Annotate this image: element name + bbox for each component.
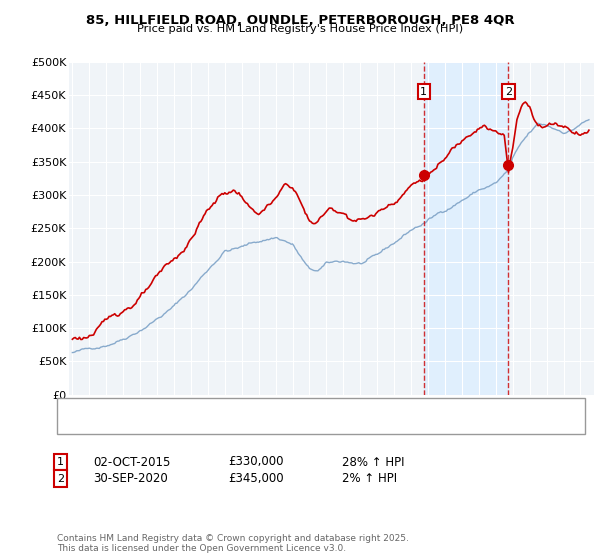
Text: 30-SEP-2020: 30-SEP-2020 — [93, 472, 168, 486]
Text: 85, HILLFIELD ROAD, OUNDLE, PETERBOROUGH, PE8 4QR: 85, HILLFIELD ROAD, OUNDLE, PETERBOROUGH… — [86, 14, 514, 27]
Text: 2: 2 — [505, 87, 512, 96]
Text: Contains HM Land Registry data © Crown copyright and database right 2025.
This d: Contains HM Land Registry data © Crown c… — [57, 534, 409, 553]
Text: 1: 1 — [420, 87, 427, 96]
Text: Price paid vs. HM Land Registry's House Price Index (HPI): Price paid vs. HM Land Registry's House … — [137, 24, 463, 34]
Text: ─────: ───── — [64, 401, 102, 414]
Text: 1: 1 — [57, 457, 64, 467]
Text: £345,000: £345,000 — [228, 472, 284, 486]
Text: 85, HILLFIELD ROAD, OUNDLE, PETERBOROUGH, PE8 4QR (detached house): 85, HILLFIELD ROAD, OUNDLE, PETERBOROUGH… — [102, 403, 497, 412]
Text: 2% ↑ HPI: 2% ↑ HPI — [342, 472, 397, 486]
Text: 28% ↑ HPI: 28% ↑ HPI — [342, 455, 404, 469]
Text: HPI: Average price, detached house, North Northamptonshire: HPI: Average price, detached house, Nort… — [102, 419, 422, 429]
Text: 02-OCT-2015: 02-OCT-2015 — [93, 455, 170, 469]
Text: ─────: ───── — [64, 418, 102, 431]
Bar — [424, 62, 508, 395]
Text: £330,000: £330,000 — [228, 455, 284, 469]
Text: 2: 2 — [57, 474, 64, 484]
